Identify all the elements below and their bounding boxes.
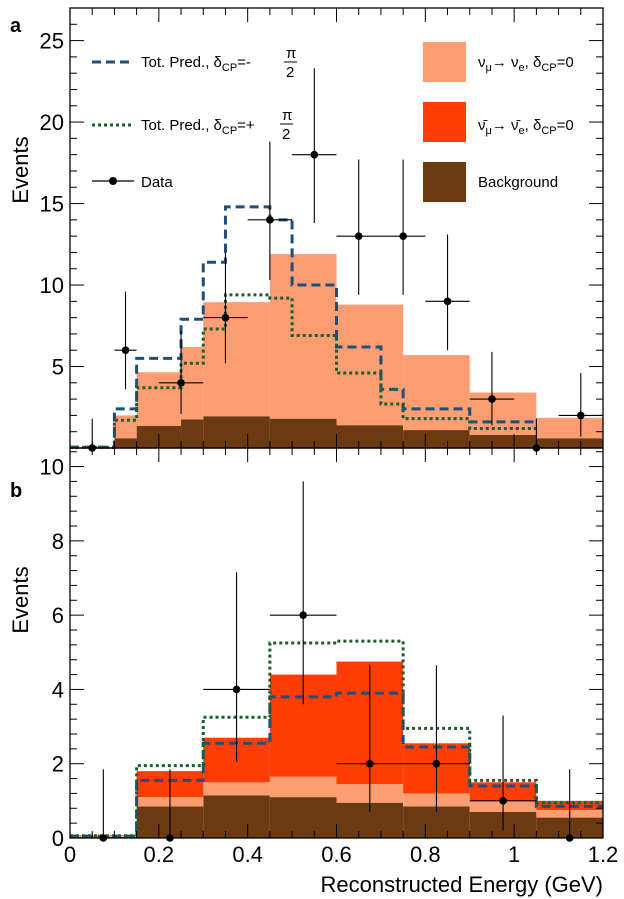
data-marker [177,379,185,387]
stack-bar-1-bin-3 [203,795,270,838]
y-axis-label: Events [8,136,33,203]
y-tick-label: 6 [52,603,64,628]
y-tick-label: 0 [52,826,64,851]
stack-bar-2-bin-3 [136,372,182,426]
stack-bar-2-bin-10 [536,417,603,439]
legend-nue-swatch [423,42,466,82]
panel-a: 5 10 15 20 25 Events a [8,7,604,452]
legend-data-marker [109,177,117,185]
data-point [425,234,470,351]
data-marker [232,685,241,694]
data-marker [354,232,363,240]
data-point [70,769,137,842]
data-marker [266,216,274,224]
data-point [558,373,603,437]
prediction-plus-pi-half-line [70,293,537,449]
stack-bar-1-bin-4 [269,797,337,838]
stack-bar-1-bin-6 [269,418,337,448]
stack-bar-2-bin-5 [203,302,270,417]
data-point [158,330,204,414]
y-tick-label: 2 [52,752,64,777]
x-tick-label: 1.2 [588,842,619,867]
data-marker [499,797,507,805]
y-tick-label: 4 [52,677,64,702]
data-marker [366,759,374,768]
prediction-minus-pi-half-line [70,205,537,449]
x-tick-label: 1 [508,842,520,867]
stack-bar-1-bin-7 [336,425,404,448]
panel-letter: a [10,15,22,37]
y-tick-label: 20 [40,110,64,135]
x-axis-label: Reconstructed Energy (GeV) [321,872,603,897]
data-marker [399,232,407,240]
legend-dotted-pi: π [282,107,292,124]
data-marker [576,411,585,420]
x-tick-label: 0.2 [144,842,175,867]
data-point [403,665,470,812]
data-marker [121,346,130,355]
x-tick-label: 0.8 [410,842,441,867]
legend-nuebar-label: ν̄μ→ ν̄e, δCP=0 [478,117,574,137]
x-tick-label: 0.6 [321,842,352,867]
y-tick-label: 25 [40,29,64,54]
data-point [336,159,381,295]
legend-dashed-label: Tot. Pred., δCP=- [141,54,251,74]
data-marker [310,150,319,159]
stack-bar-2-bin-3 [203,782,270,796]
legend-bg-swatch [423,162,466,202]
stack-bar-1-bin-5 [203,416,270,448]
data-point [203,572,270,762]
data-point [269,481,337,705]
legend-nuebar-swatch [423,102,466,142]
stack-bar-2-bin-4 [269,776,337,798]
x-tick-label: 0.4 [232,842,263,867]
legend-bg-label: Background [478,174,558,191]
data-marker [443,297,452,306]
data-marker [221,313,230,322]
data-point [203,252,248,364]
legend-dashed-two: 2 [286,64,294,81]
data-point [469,715,537,831]
legend-dotted-label: Tot. Pred., δCP=+ [141,117,255,137]
stack-bar-1-bin-8 [403,430,470,448]
stack-bar-1-bin-2 [114,438,137,448]
panel-b: 0 2 4 6 8 10 0 0.2 0.4 0.6 0.8 1 1.2 Events Reconstruc… [8,447,619,897]
data-point [247,141,293,281]
legend: Tot. Pred., δCP=- π 2 Tot. Pred., δCP=+ … [92,42,574,202]
stack-bar-2-bin-2 [114,415,137,439]
data-marker [488,395,496,403]
data-point [114,291,137,390]
stack-bar-1-bin-9 [469,434,537,448]
data-point [292,68,337,224]
y-tick-label: 15 [40,192,64,217]
y-tick-label: 5 [52,355,64,380]
data-point [469,351,515,426]
data-marker [432,759,441,768]
data-point [380,159,426,295]
y-tick-label: 10 [40,455,64,480]
data-point [336,665,404,812]
prediction-plus-pi-half-line [70,639,603,838]
legend-dotted-two: 2 [282,126,290,143]
legend-dashed-pi: π [286,45,296,62]
y-axis-label: Events [8,566,33,633]
stack-bar-1-bin-10 [536,438,603,448]
y-tick-label: 8 [52,529,64,554]
legend-data-label: Data [141,174,173,191]
y-tick-label: 10 [40,273,64,298]
legend-nue-label: νμ→ νe, δCP=0 [478,54,574,74]
stack-bar-2-bin-7 [336,304,404,426]
x-tick-label: 0 [64,842,76,867]
stack-bar-1-bin-4 [181,419,204,448]
panel-letter: b [10,480,22,502]
data-marker [299,611,307,619]
